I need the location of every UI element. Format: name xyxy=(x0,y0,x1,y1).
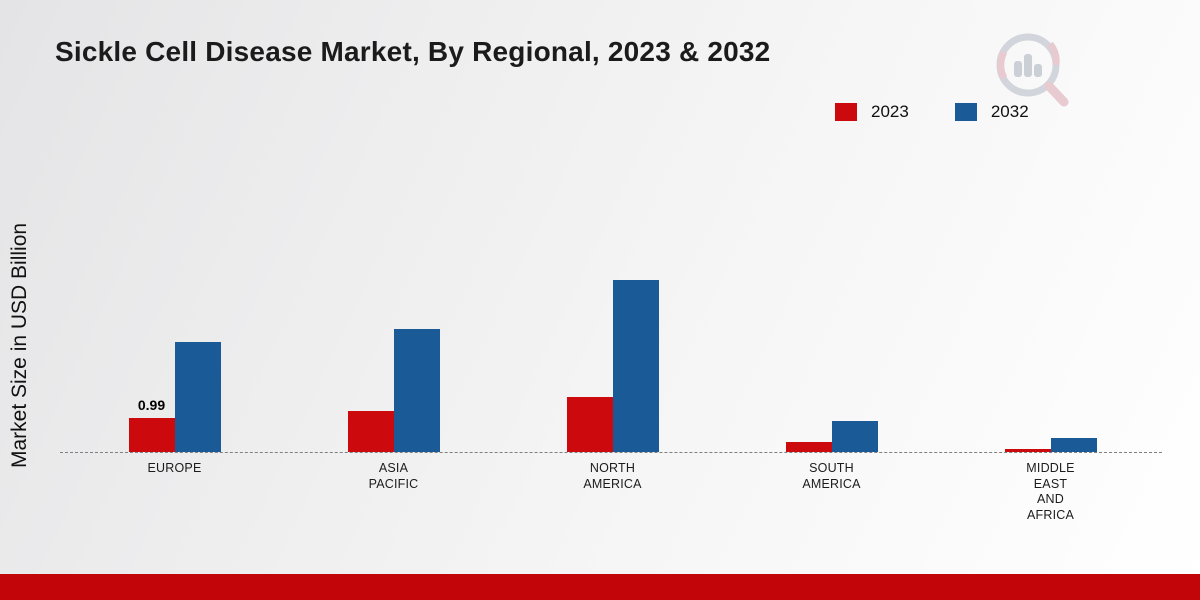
bar-2032-north-america xyxy=(612,280,659,452)
legend-label-2032: 2032 xyxy=(990,102,1029,121)
bars xyxy=(1004,438,1097,452)
magnifier-logo-icon xyxy=(996,33,1069,107)
legend-swatch-2032-icon xyxy=(954,103,977,121)
chart-title: Sickle Cell Disease Market, By Regional,… xyxy=(55,36,771,67)
legend-item-2023: 2023 xyxy=(835,102,909,122)
bar-2032-south-america xyxy=(831,421,878,452)
legend-label-2023: 2023 xyxy=(871,102,909,121)
x-axis-label-north-america: NORTH AMERICA xyxy=(583,461,642,491)
bar-2023-asia-pacific xyxy=(347,411,394,452)
x-axis-baseline xyxy=(60,452,1162,453)
legend: 2023 2032 xyxy=(835,102,1029,122)
bottom-red-band xyxy=(0,574,1200,600)
bars xyxy=(785,421,878,452)
legend-item-2032: 2032 xyxy=(954,102,1029,122)
bar-2023-middle-east-and-africa xyxy=(1004,449,1051,452)
bars: 0.99 xyxy=(128,342,221,452)
logo-watermark xyxy=(990,28,1078,115)
plot-area: 0.99 EUROPE ASIA PACIFIC NORTH AMERICA SOUTH AM… xyxy=(65,200,1160,522)
bar-group-europe: 0.99 EUROPE xyxy=(65,200,284,475)
bars xyxy=(347,329,440,452)
bar-2023-europe: 0.99 xyxy=(128,397,175,452)
bar-2023-south-america xyxy=(785,442,832,452)
bar-2032-europe xyxy=(174,342,221,452)
bar-value-label: 0.99 xyxy=(137,397,166,413)
bars xyxy=(566,280,659,452)
x-axis-label-europe: EUROPE xyxy=(147,461,202,475)
legend-swatch-2023-icon xyxy=(835,103,857,121)
bar-2023-north-america xyxy=(566,397,613,452)
bar-group-middle-east-and-africa: MIDDLE EAST AND AFRICA xyxy=(941,200,1160,522)
bar-group-south-america: SOUTH AMERICA xyxy=(722,200,941,491)
bar-group-asia-pacific: ASIA PACIFIC xyxy=(284,200,503,491)
x-axis-label-middle-east-and-africa: MIDDLE EAST AND AFRICA xyxy=(1026,461,1075,522)
x-axis-label-south-america: SOUTH AMERICA xyxy=(802,461,861,491)
bar-group-north-america: NORTH AMERICA xyxy=(503,200,722,491)
bar-2032-middle-east-and-africa xyxy=(1050,438,1097,452)
y-axis-label: Market Size in USD Billion xyxy=(8,222,31,468)
x-axis-label-asia-pacific: ASIA PACIFIC xyxy=(368,461,419,491)
bar-2032-asia-pacific xyxy=(393,329,440,452)
